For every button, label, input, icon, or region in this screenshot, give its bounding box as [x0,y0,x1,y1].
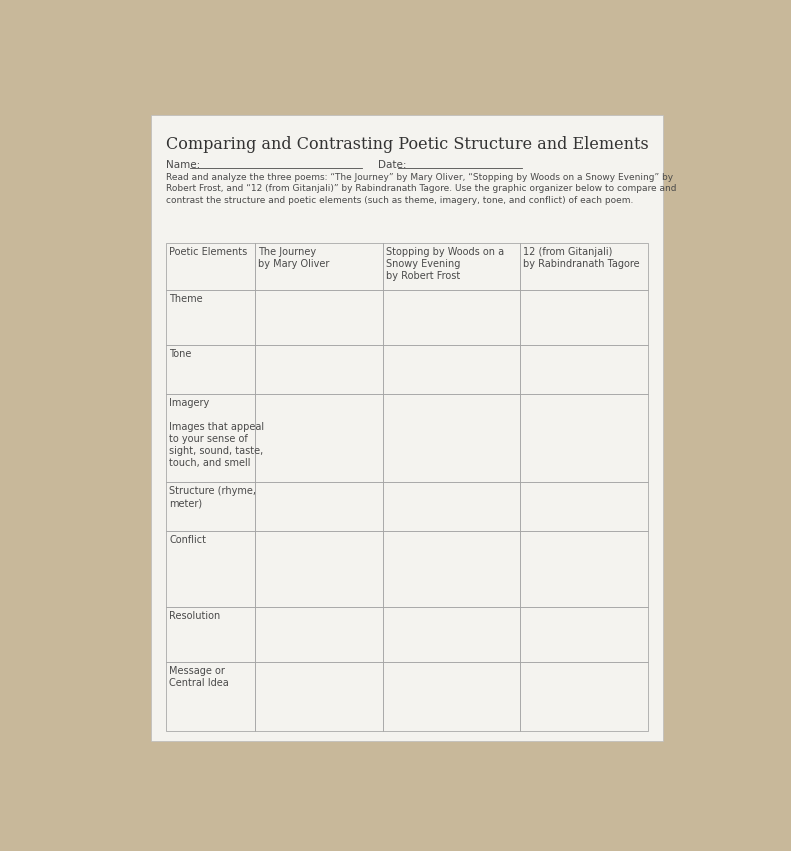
FancyBboxPatch shape [151,115,663,741]
Bar [255,345,383,394]
Text: Poetic Elements: Poetic Elements [169,247,248,257]
Text: Conflict: Conflict [169,535,206,545]
Text: Read and analyze the three poems: “The Journey” by Mary Oliver, “Stopping by Woo: Read and analyze the three poems: “The J… [166,173,677,205]
Bar [166,394,255,483]
Bar [383,607,520,662]
Bar [166,483,255,531]
Bar [520,243,648,290]
Text: Date:: Date: [378,160,407,170]
Bar [520,483,648,531]
Bar [166,345,255,394]
Bar [383,483,520,531]
Text: Theme: Theme [169,294,203,304]
Text: Tone: Tone [169,349,191,358]
Bar [166,290,255,345]
Text: Message or
Central Idea: Message or Central Idea [169,666,229,688]
Bar [383,394,520,483]
Text: The Journey
by Mary Oliver: The Journey by Mary Oliver [259,247,330,269]
Bar [255,662,383,731]
Text: Comparing and Contrasting Poetic Structure and Elements: Comparing and Contrasting Poetic Structu… [165,136,649,153]
Bar [255,607,383,662]
Text: Name:: Name: [166,160,201,170]
Bar [166,607,255,662]
Text: 12 (from Gitanjali)
by Rabindranath Tagore: 12 (from Gitanjali) by Rabindranath Tago… [523,247,640,269]
Text: Structure (rhyme,
meter): Structure (rhyme, meter) [169,486,256,508]
Text: Resolution: Resolution [169,611,221,620]
Bar [520,662,648,731]
Bar [383,662,520,731]
Bar [383,531,520,607]
Text: Imagery

Images that appeal
to your sense of
sight, sound, taste,
touch, and sme: Imagery Images that appeal to your sense… [169,397,264,468]
Bar [255,483,383,531]
Bar [255,531,383,607]
Bar [166,662,255,731]
Bar [166,243,255,290]
Bar [520,345,648,394]
Text: Stopping by Woods on a
Snowy Evening
by Robert Frost: Stopping by Woods on a Snowy Evening by … [386,247,504,281]
Bar [255,290,383,345]
Bar [255,243,383,290]
Bar [255,394,383,483]
Bar [520,290,648,345]
Bar [383,290,520,345]
Bar [520,531,648,607]
Bar [520,607,648,662]
Bar [520,394,648,483]
Bar [383,345,520,394]
Bar [166,531,255,607]
Bar [383,243,520,290]
